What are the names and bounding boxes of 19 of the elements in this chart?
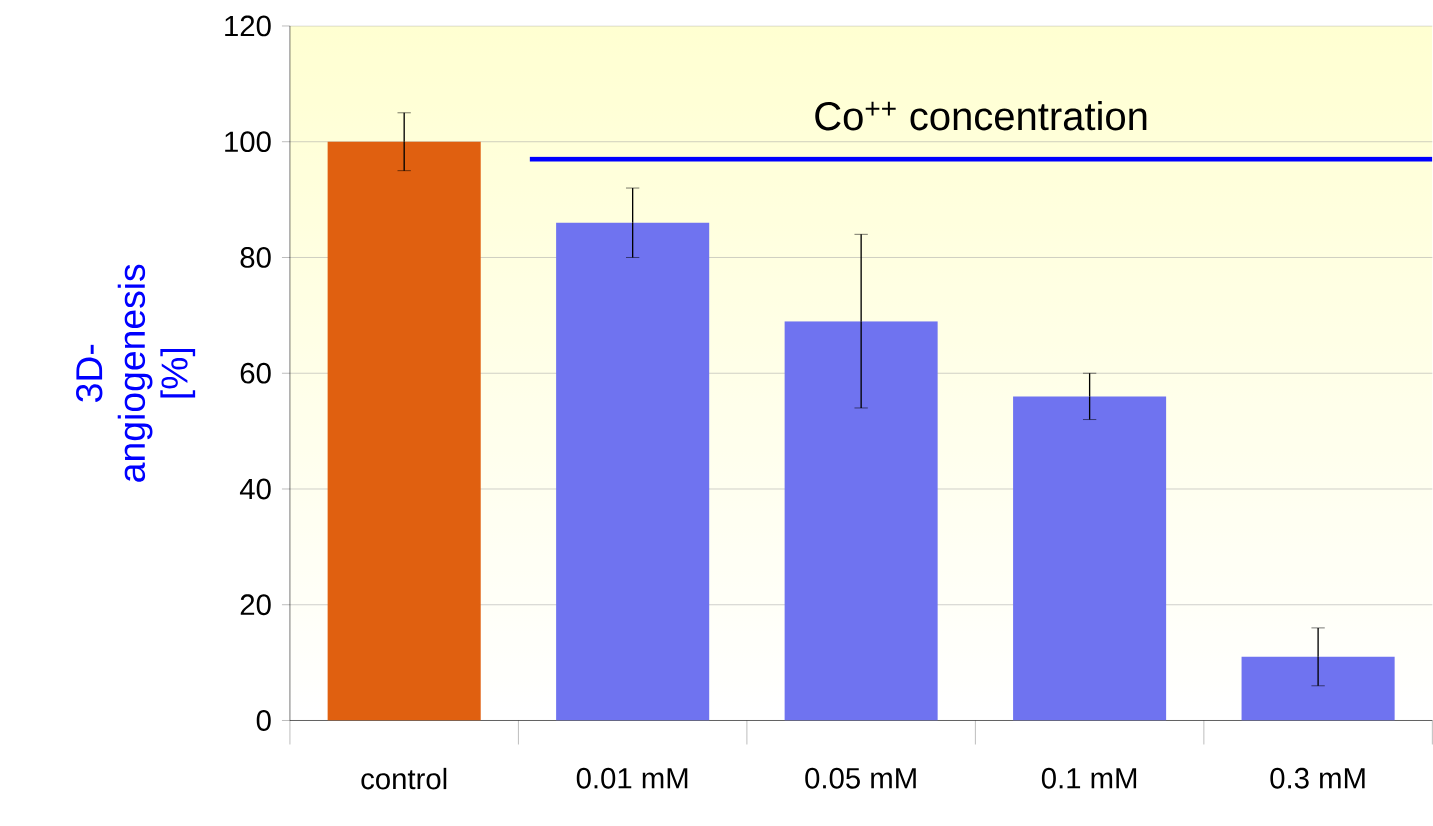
y-tick-label: 80	[240, 246, 271, 268]
x-tick-label: control	[361, 767, 447, 790]
y-tick-label: 120	[225, 15, 271, 37]
bar	[1241, 656, 1395, 721]
y-tick-label: 40	[239, 478, 271, 500]
x-tick-label: 0.05 mM	[805, 767, 916, 789]
y-axis-title: 3D-angiogenesis [%]	[76, 264, 196, 482]
y-tick-label: 100	[225, 131, 271, 152]
x-tick-label: 0.3 mM	[1270, 767, 1365, 789]
y-tick-label: 0	[256, 709, 271, 731]
x-tick-label: 0.01 mM	[576, 767, 688, 789]
x-tick-label: 0.1 mM	[1041, 767, 1137, 789]
y-tick-label: 20	[240, 594, 271, 615]
bar	[556, 222, 710, 721]
ref-line-label: Co$^{++}$ concentration	[815, 100, 1147, 131]
bar	[327, 141, 481, 721]
bar	[784, 320, 938, 721]
y-tick-label: 60	[240, 362, 271, 384]
bar	[1013, 396, 1167, 721]
